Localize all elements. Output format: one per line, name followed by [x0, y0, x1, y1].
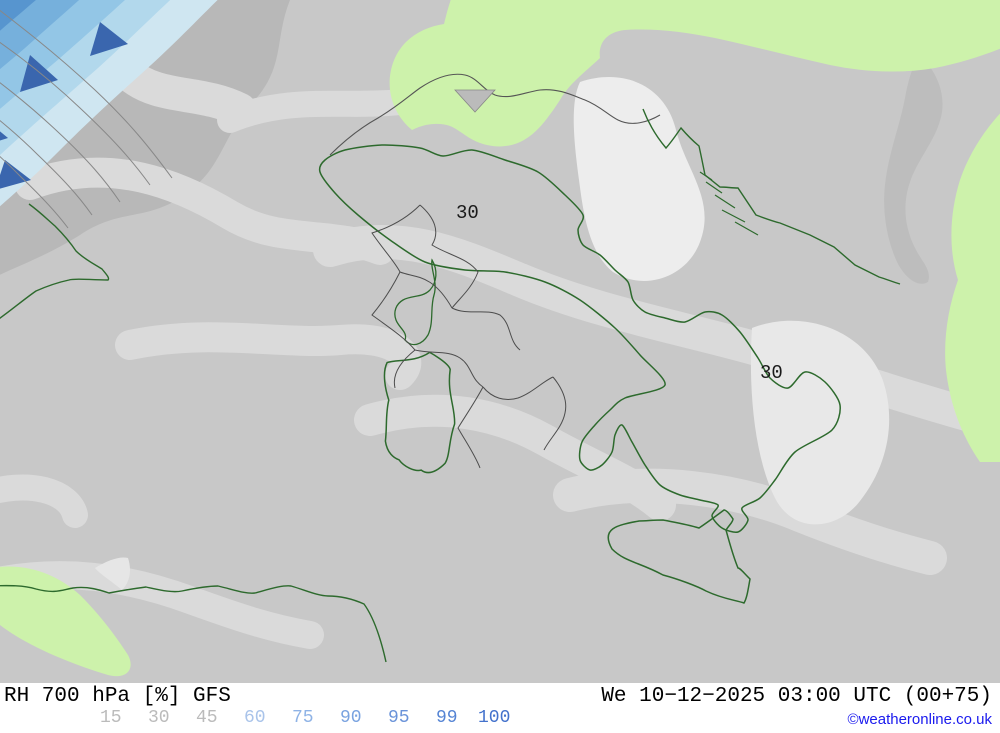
svg-text:30: 30	[760, 362, 783, 384]
svg-text:30: 30	[456, 202, 479, 224]
